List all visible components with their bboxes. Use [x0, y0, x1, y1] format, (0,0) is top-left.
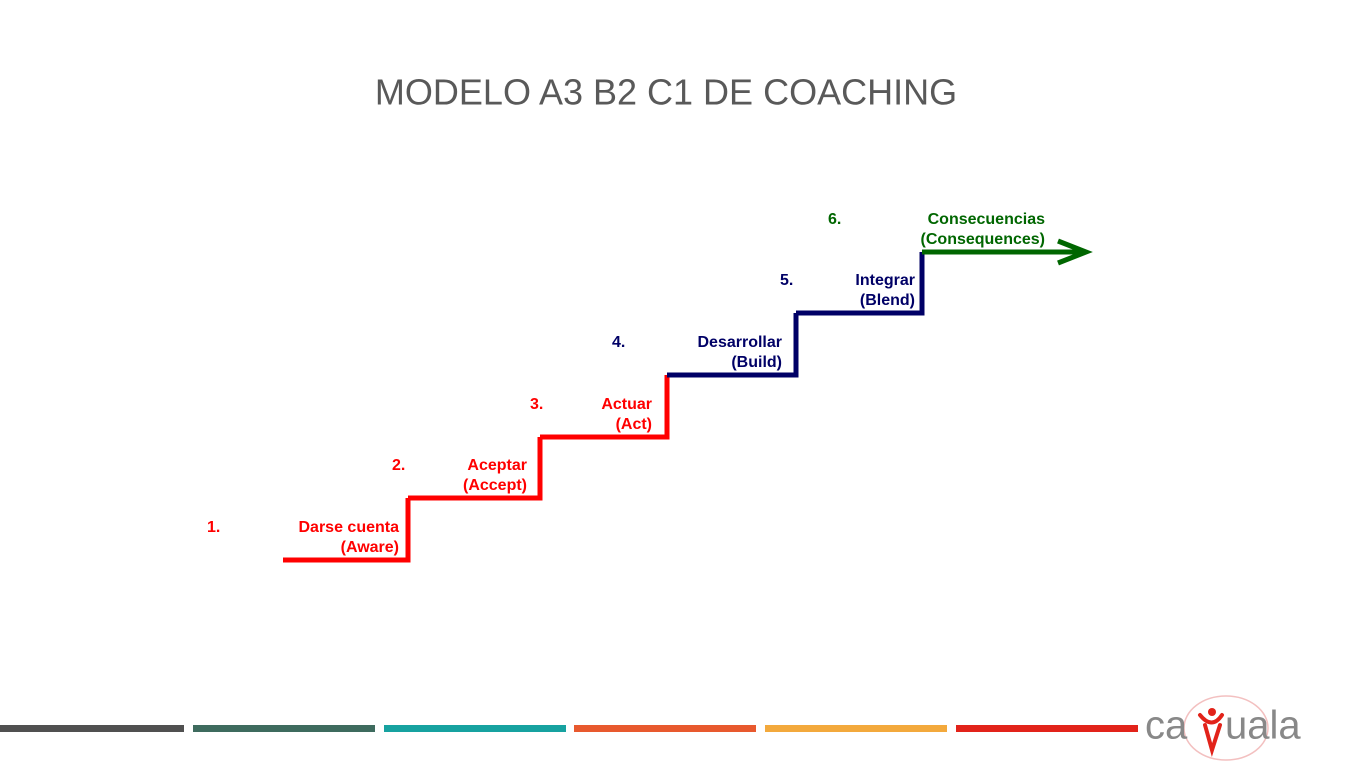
step-number: 2. — [392, 457, 405, 474]
bar — [574, 725, 756, 732]
logo: ca uala — [1145, 695, 1301, 761]
step-name: Consecuencias — [928, 211, 1045, 228]
bar — [765, 725, 947, 732]
step-line — [283, 498, 411, 563]
step-number: 1. — [207, 519, 220, 536]
bar — [956, 725, 1138, 732]
step-number: 5. — [780, 272, 793, 289]
logo-text: ca — [1145, 704, 1188, 748]
step-english: (Act) — [616, 416, 652, 433]
step-english: (Build) — [731, 354, 782, 371]
step-line — [540, 375, 670, 440]
logo-icon — [1198, 708, 1224, 757]
step-line — [408, 437, 543, 501]
step-line — [796, 252, 925, 316]
step-number: 6. — [828, 211, 841, 228]
arrow-head — [1057, 238, 1093, 266]
step-name: Integrar — [855, 272, 915, 289]
footer-bars — [0, 725, 1138, 732]
bar — [384, 725, 566, 732]
logo-ring — [1183, 695, 1269, 761]
logo-text: uala — [1225, 704, 1301, 748]
bar — [193, 725, 375, 732]
step-english: (Consequences) — [921, 231, 1045, 248]
step-english: (Accept) — [463, 477, 527, 494]
step-name: Darse cuenta — [299, 519, 400, 536]
bar — [0, 725, 184, 732]
step-number: 4. — [612, 334, 625, 351]
step-number: 3. — [530, 396, 543, 413]
title: MODELO A3 B2 C1 DE COACHING — [375, 72, 957, 113]
step-english: (Blend) — [860, 292, 915, 309]
step-line — [667, 313, 799, 378]
step-english: (Aware) — [341, 539, 399, 556]
step-name: Aceptar — [467, 457, 527, 474]
step-name: Actuar — [601, 396, 652, 413]
step-name: Desarrollar — [698, 334, 783, 351]
